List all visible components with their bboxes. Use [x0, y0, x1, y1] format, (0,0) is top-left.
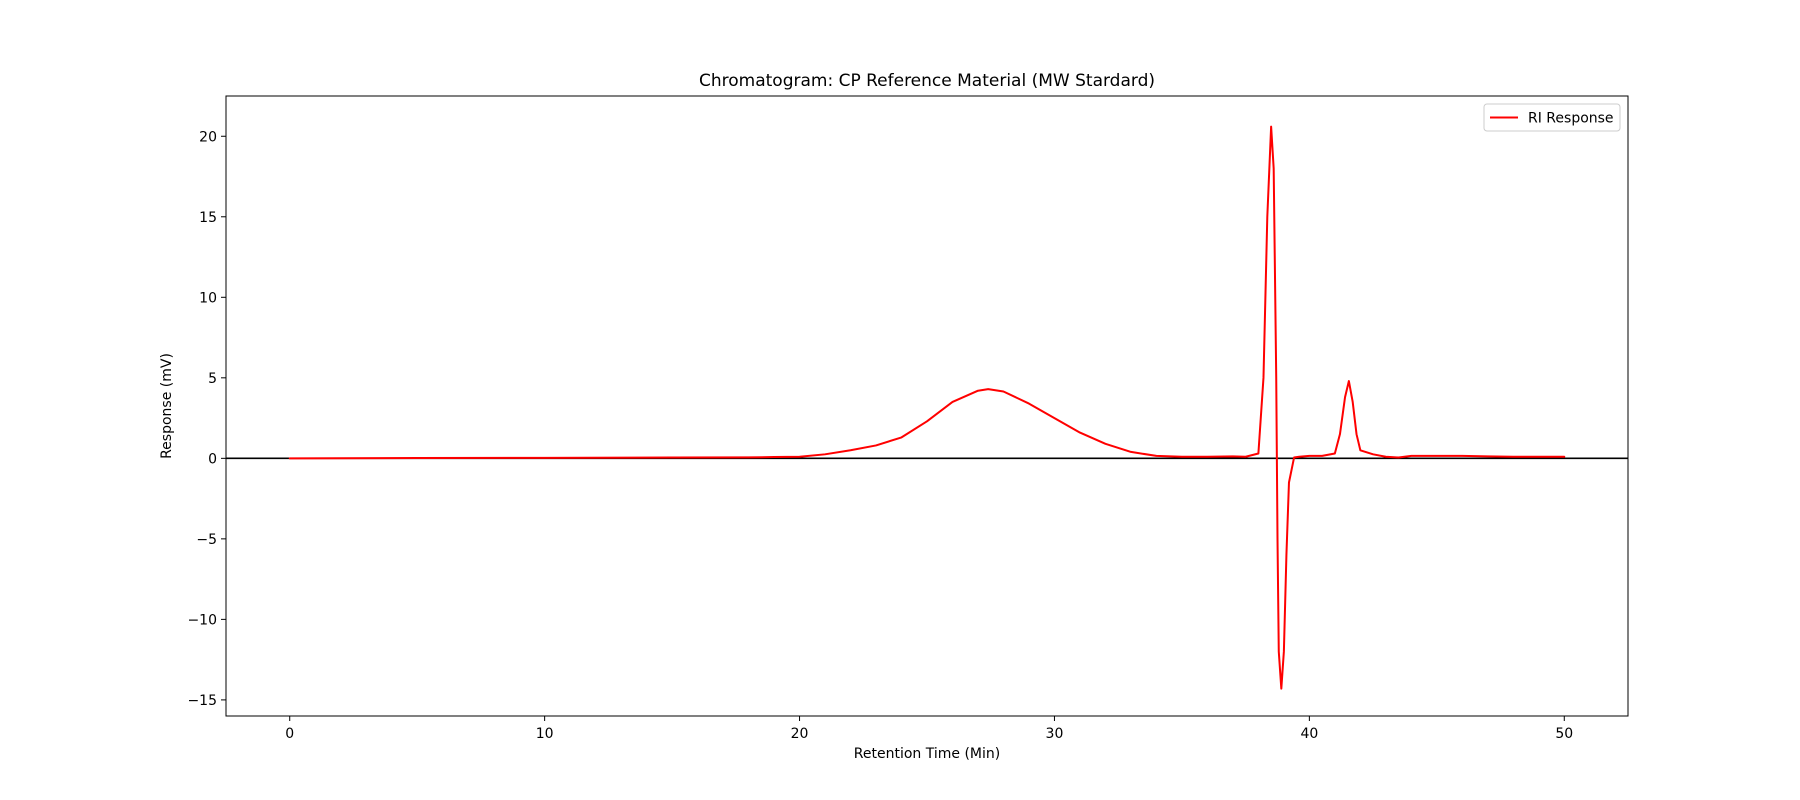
x-tick-label: 20	[791, 726, 809, 742]
y-tick-label: 15	[199, 210, 217, 226]
axes-frame	[225, 95, 1629, 717]
y-axis-label: Response (mV)	[159, 353, 175, 459]
y-tick-label: 20	[199, 129, 217, 145]
x-tick-label: 10	[536, 726, 554, 742]
y-tick-label: 0	[208, 451, 217, 467]
legend-box	[1483, 103, 1621, 132]
chart-title: Chromatogram: CP Reference Material (MW …	[699, 71, 1155, 91]
x-tick-label: 40	[1300, 726, 1318, 742]
series-line-ri-response	[288, 125, 1566, 690]
y-tick-label: 5	[208, 371, 217, 387]
y-tick-label: −5	[196, 532, 217, 548]
plot-area	[226, 125, 1628, 690]
y-tick-label: −10	[187, 612, 217, 628]
y-tick-label: −15	[187, 693, 217, 709]
legend-label-ri-response: RI Response	[1528, 111, 1614, 127]
axes: 0 10 20 30 40 50 −15 −10 −5 0 5 10 15 20	[187, 95, 1629, 742]
x-tick-label: 0	[285, 726, 294, 742]
x-axis-label: Retention Time (Min)	[854, 746, 1000, 762]
y-tick-label: 10	[199, 290, 217, 306]
legend: RI Response	[1483, 103, 1621, 132]
x-tick-label: 50	[1555, 726, 1573, 742]
x-tick-label: 30	[1046, 726, 1064, 742]
